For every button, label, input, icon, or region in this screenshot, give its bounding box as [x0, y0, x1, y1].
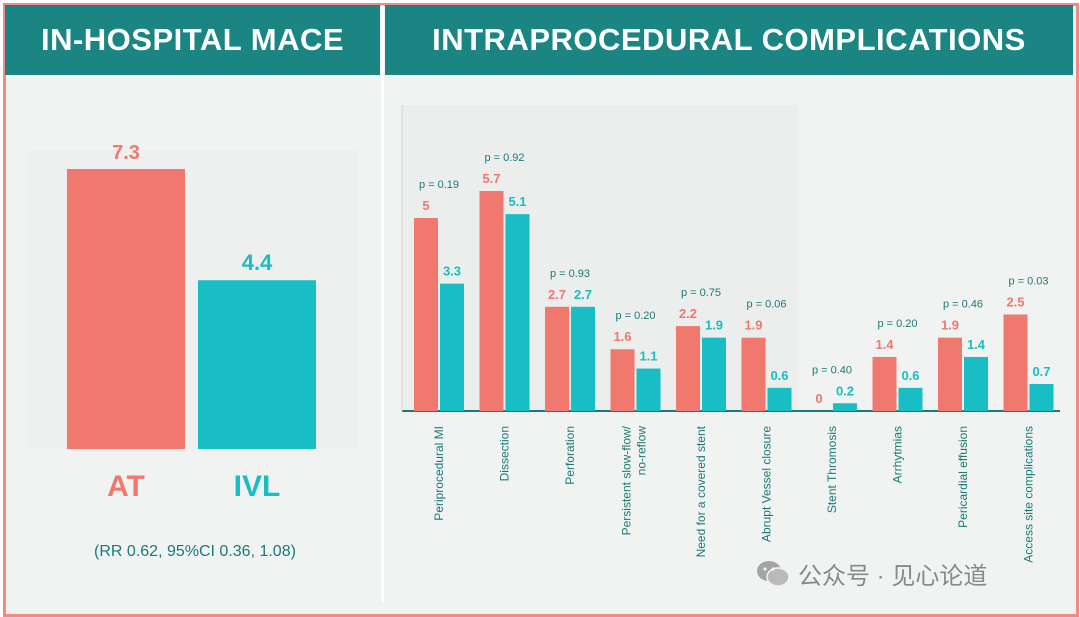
mace-footnote: (RR 0.62, 95%CI 0.36, 1.08): [94, 543, 296, 560]
category-label-8: Pericardial effusion: [956, 426, 970, 528]
value-label-at-2: 2.7: [548, 287, 566, 302]
mace-value-label-at: 7.3: [112, 142, 140, 164]
category-label-1: Dissection: [498, 426, 512, 481]
category-label-3: Persistent slow-flow/no-reflow: [620, 425, 649, 535]
value-label-ivl-9: 0.7: [1032, 364, 1050, 379]
category-label-7: Arrhytmias: [891, 426, 905, 483]
value-label-at-0: 5: [422, 198, 429, 213]
p-value-3: p = 0.20: [615, 310, 655, 322]
category-label-5: Abrupt Vessel closure: [760, 426, 774, 542]
bar-ivl-6: [833, 403, 857, 411]
value-label-ivl-2: 2.7: [574, 287, 592, 302]
value-label-at-7: 1.4: [875, 337, 894, 352]
value-label-ivl-8: 1.4: [967, 337, 986, 352]
p-value-4: p = 0.75: [681, 287, 721, 299]
bar-ivl-5: [767, 387, 792, 411]
mace-value-label-ivl: 4.4: [242, 250, 273, 275]
category-label-0: Periprocedural MI: [432, 426, 446, 521]
wechat-icon: [757, 560, 790, 587]
watermark: 公众号 · 见心论道: [756, 556, 987, 591]
bar-ivl-0: [440, 283, 464, 411]
bar-ivl-8: [964, 356, 988, 411]
bar-at-1: [479, 191, 504, 411]
complications-plot-area: [402, 105, 798, 411]
bar-at-8: [938, 337, 962, 411]
value-label-at-6: 0: [815, 391, 822, 406]
p-value-5: p = 0.06: [746, 299, 786, 311]
p-value-9: p = 0.03: [1008, 276, 1048, 288]
p-value-2: p = 0.93: [550, 268, 590, 280]
bar-at-4: [676, 326, 700, 411]
value-label-at-3: 1.6: [613, 329, 631, 344]
mace-category-label-at: AT: [107, 470, 145, 503]
value-label-at-4: 2.2: [679, 306, 697, 321]
value-label-ivl-5: 0.6: [770, 368, 788, 383]
value-label-at-1: 5.7: [482, 171, 500, 186]
category-label-6: Stent Thromosis: [825, 426, 839, 513]
mace-bar-ivl: [198, 280, 316, 449]
bar-ivl-1: [505, 214, 530, 411]
mace-bar-at: [67, 169, 185, 449]
p-value-7: p = 0.20: [877, 318, 917, 330]
complications-title: INTRAPROCEDURAL COMPLICATIONS: [385, 5, 1073, 75]
value-label-ivl-4: 1.9: [705, 318, 723, 333]
bar-ivl-9: [1029, 383, 1054, 411]
bar-at-0: [414, 218, 438, 411]
mace-title: IN-HOSPITAL MACE: [5, 5, 380, 75]
panel-divider: [381, 5, 384, 602]
bar-at-2: [545, 306, 569, 411]
bar-at-9: [1003, 314, 1028, 411]
p-value-1: p = 0.92: [484, 152, 524, 164]
category-label-4: Need for a covered stent: [694, 425, 708, 557]
value-label-ivl-6: 0.2: [836, 383, 854, 398]
value-label-at-9: 2.5: [1006, 295, 1024, 310]
value-label-ivl-7: 0.6: [901, 368, 919, 383]
bar-ivl-2: [571, 306, 595, 411]
bar-at-3: [610, 349, 635, 411]
value-label-at-8: 1.9: [941, 318, 959, 333]
value-label-at-5: 1.9: [744, 318, 762, 333]
p-value-8: p = 0.46: [943, 299, 983, 311]
category-label-2: Perforation: [563, 426, 577, 485]
category-label-9: Access site complications: [1022, 426, 1036, 563]
mace-chart: 7.3 AT 4.4 IVL: [28, 142, 358, 503]
value-label-ivl-1: 5.1: [508, 194, 526, 209]
complications-chart: 5 3.3 p = 0.19 Periprocedural MI 5.7 5.1 p = 0…: [401, 105, 1060, 563]
value-label-ivl-3: 1.1: [639, 349, 657, 364]
bar-ivl-4: [702, 337, 726, 411]
bar-ivl-7: [898, 387, 923, 411]
bar-ivl-3: [636, 368, 661, 411]
value-label-ivl-0: 3.3: [443, 264, 461, 279]
mace-category-label-ivl: IVL: [234, 470, 281, 503]
watermark-text: 公众号 · 见心论道: [798, 563, 988, 590]
p-value-0: p = 0.19: [419, 179, 459, 191]
bar-at-5: [741, 337, 766, 411]
p-value-6: p = 0.40: [812, 364, 852, 376]
bar-at-7: [872, 356, 897, 411]
